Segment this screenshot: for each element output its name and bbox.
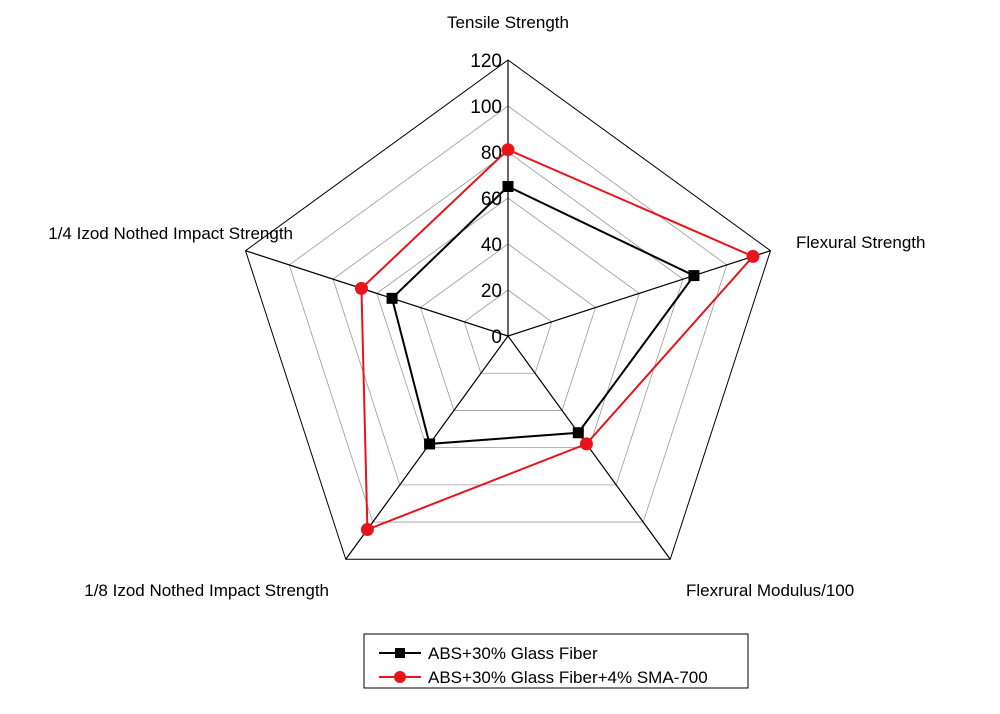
tick-label-60: 60 [481,189,502,210]
tick-label-80: 80 [481,143,502,164]
axis-label-flexural-strength: Flexural Strength [796,233,925,252]
series-0-point-3 [424,438,436,450]
axis-label-quarter-izod: 1/4 Izod Nothed Impact Strength [48,224,293,243]
series-1-point-2 [579,437,593,451]
grid-ring-20 [463,289,553,374]
legend-box [363,633,749,689]
radial-tick-labels: 0 20 40 60 80 100 120 [470,51,502,348]
series-0-point-1 [688,270,700,282]
spoke-1 [507,250,771,337]
grid-ring-60 [376,197,640,449]
tick-label-120: 120 [470,51,502,72]
legend-swatch-marker-1 [394,671,406,683]
tick-label-0: 0 [491,327,502,348]
series-1-point-4 [354,281,368,295]
radar-grid [244,59,772,560]
legend-label-1: ABS+30% Glass Fiber+4% SMA-700 [428,668,708,687]
tick-label-40: 40 [481,235,502,256]
axis-label-eighth-izod: 1/8 Izod Nothed Impact Strength [84,581,329,600]
series-1-point-1 [746,249,760,263]
series-0-point-4 [386,292,398,304]
tick-label-20: 20 [481,281,502,302]
axis-label-flexural-modulus: Flexrural Modulus/100 [686,581,854,600]
series-0-point-2 [572,427,584,439]
spoke-4 [245,250,509,337]
radar-spokes [245,60,771,560]
legend: ABS+30% Glass Fiber ABS+30% Glass Fiber+… [363,633,749,689]
series-line-1 [360,148,755,531]
tick-label-100: 100 [470,97,502,118]
grid-ring-40 [420,243,596,411]
grid-ring-120 [244,59,772,560]
grid-ring-80 [332,151,684,486]
axis-label-tensile: Tensile Strength [447,13,569,32]
series-line-0 [390,185,696,445]
series-layer [354,143,760,537]
series-0-point-0 [502,181,514,192]
series-1-point-3 [360,523,374,537]
axis-labels: Tensile Strength Flexural Strength Flexr… [48,13,925,600]
legend-swatch-marker-0 [395,648,405,658]
grid-ring-100 [288,105,728,523]
legend-label-0: ABS+30% Glass Fiber [428,644,598,663]
series-1-point-0 [501,143,515,157]
